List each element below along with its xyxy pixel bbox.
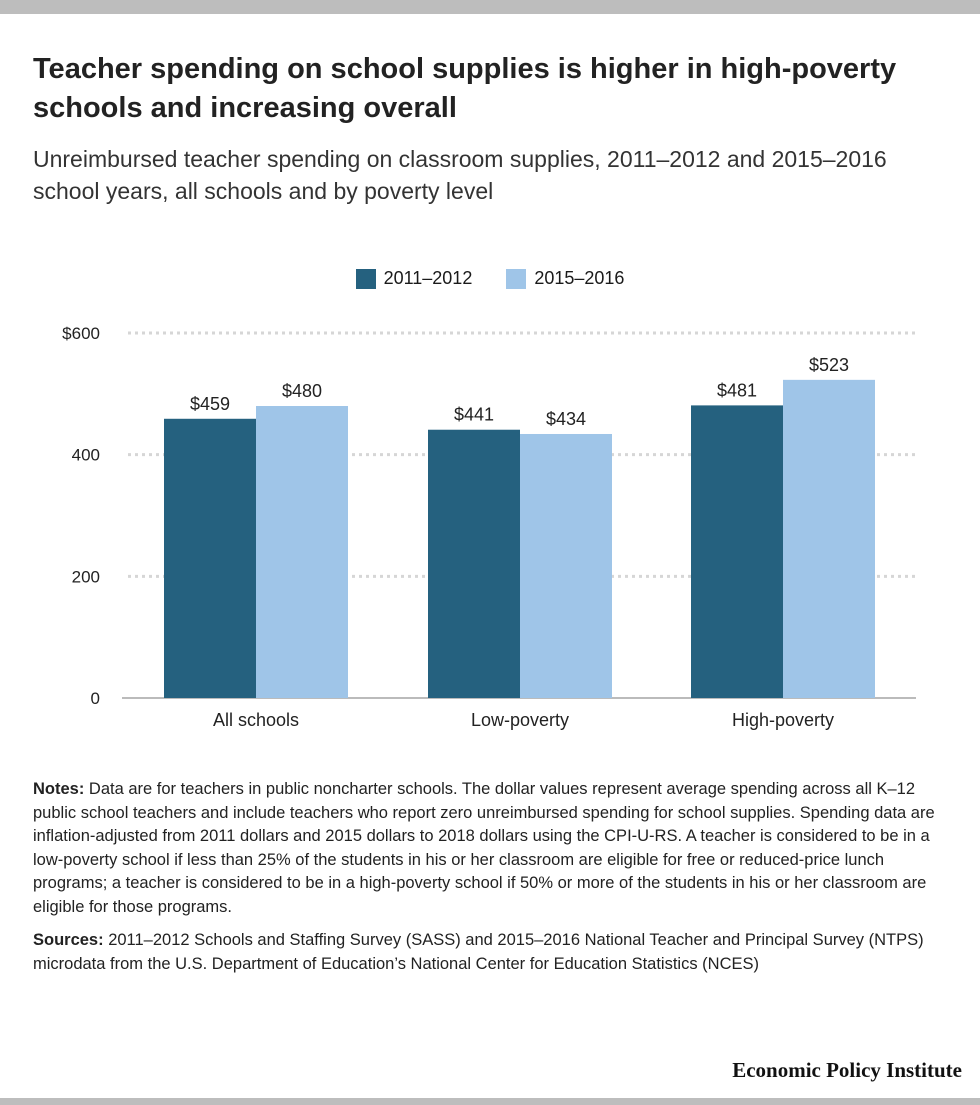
data-label: $441 bbox=[454, 405, 494, 425]
y-tick-label: $600 bbox=[62, 324, 100, 343]
bar bbox=[256, 406, 348, 698]
notes-label: Notes: bbox=[33, 780, 85, 798]
bar bbox=[520, 433, 612, 698]
sources: Sources: 2011–2012 Schools and Staffing … bbox=[33, 929, 943, 976]
legend-label-2015: 2015–2016 bbox=[534, 268, 625, 288]
chart-title: Teacher spending on school supplies is h… bbox=[33, 53, 897, 124]
bar bbox=[164, 418, 256, 698]
bar bbox=[428, 429, 520, 698]
x-tick-label: High-poverty bbox=[732, 710, 834, 730]
top-border bbox=[0, 0, 980, 14]
x-tick-label: Low-poverty bbox=[471, 710, 569, 730]
epi-logo: Economic Policy Institute bbox=[732, 1058, 962, 1082]
bar bbox=[783, 379, 875, 698]
notes: Notes: Data are for teachers in public n… bbox=[33, 778, 943, 919]
data-label: $459 bbox=[190, 394, 230, 414]
y-tick-label: 200 bbox=[72, 567, 100, 586]
bar-chart: 0 200 400 $600 $459 $480 All schools $441 $434 Lo… bbox=[62, 324, 916, 730]
notes-text: Data are for teachers in public nonchart… bbox=[33, 780, 935, 916]
chart-subtitle: Unreimbursed teacher spending on classro… bbox=[33, 146, 887, 204]
notes-section: Notes: Data are for teachers in public n… bbox=[33, 778, 943, 986]
legend-item-2015: 2015–2016 bbox=[506, 268, 624, 289]
sources-label: Sources: bbox=[33, 931, 104, 949]
y-tick-label: 400 bbox=[72, 446, 100, 465]
legend-swatch-2015 bbox=[506, 268, 527, 289]
y-tick-label: 0 bbox=[91, 689, 100, 708]
legend-item-2011: 2011–2012 bbox=[355, 268, 473, 289]
data-label: $434 bbox=[546, 409, 586, 429]
legend-swatch-2011 bbox=[355, 268, 376, 289]
legend: 2011–2012 2015–2016 bbox=[0, 268, 980, 289]
data-label: $523 bbox=[809, 355, 849, 375]
bottom-border bbox=[0, 1098, 980, 1105]
legend-label-2011: 2011–2012 bbox=[383, 268, 473, 288]
sources-text: 2011–2012 Schools and Staffing Survey (S… bbox=[33, 931, 924, 973]
data-label: $480 bbox=[282, 381, 322, 401]
bar bbox=[691, 405, 783, 698]
x-tick-label: All schools bbox=[213, 710, 299, 730]
data-label: $481 bbox=[717, 380, 757, 400]
